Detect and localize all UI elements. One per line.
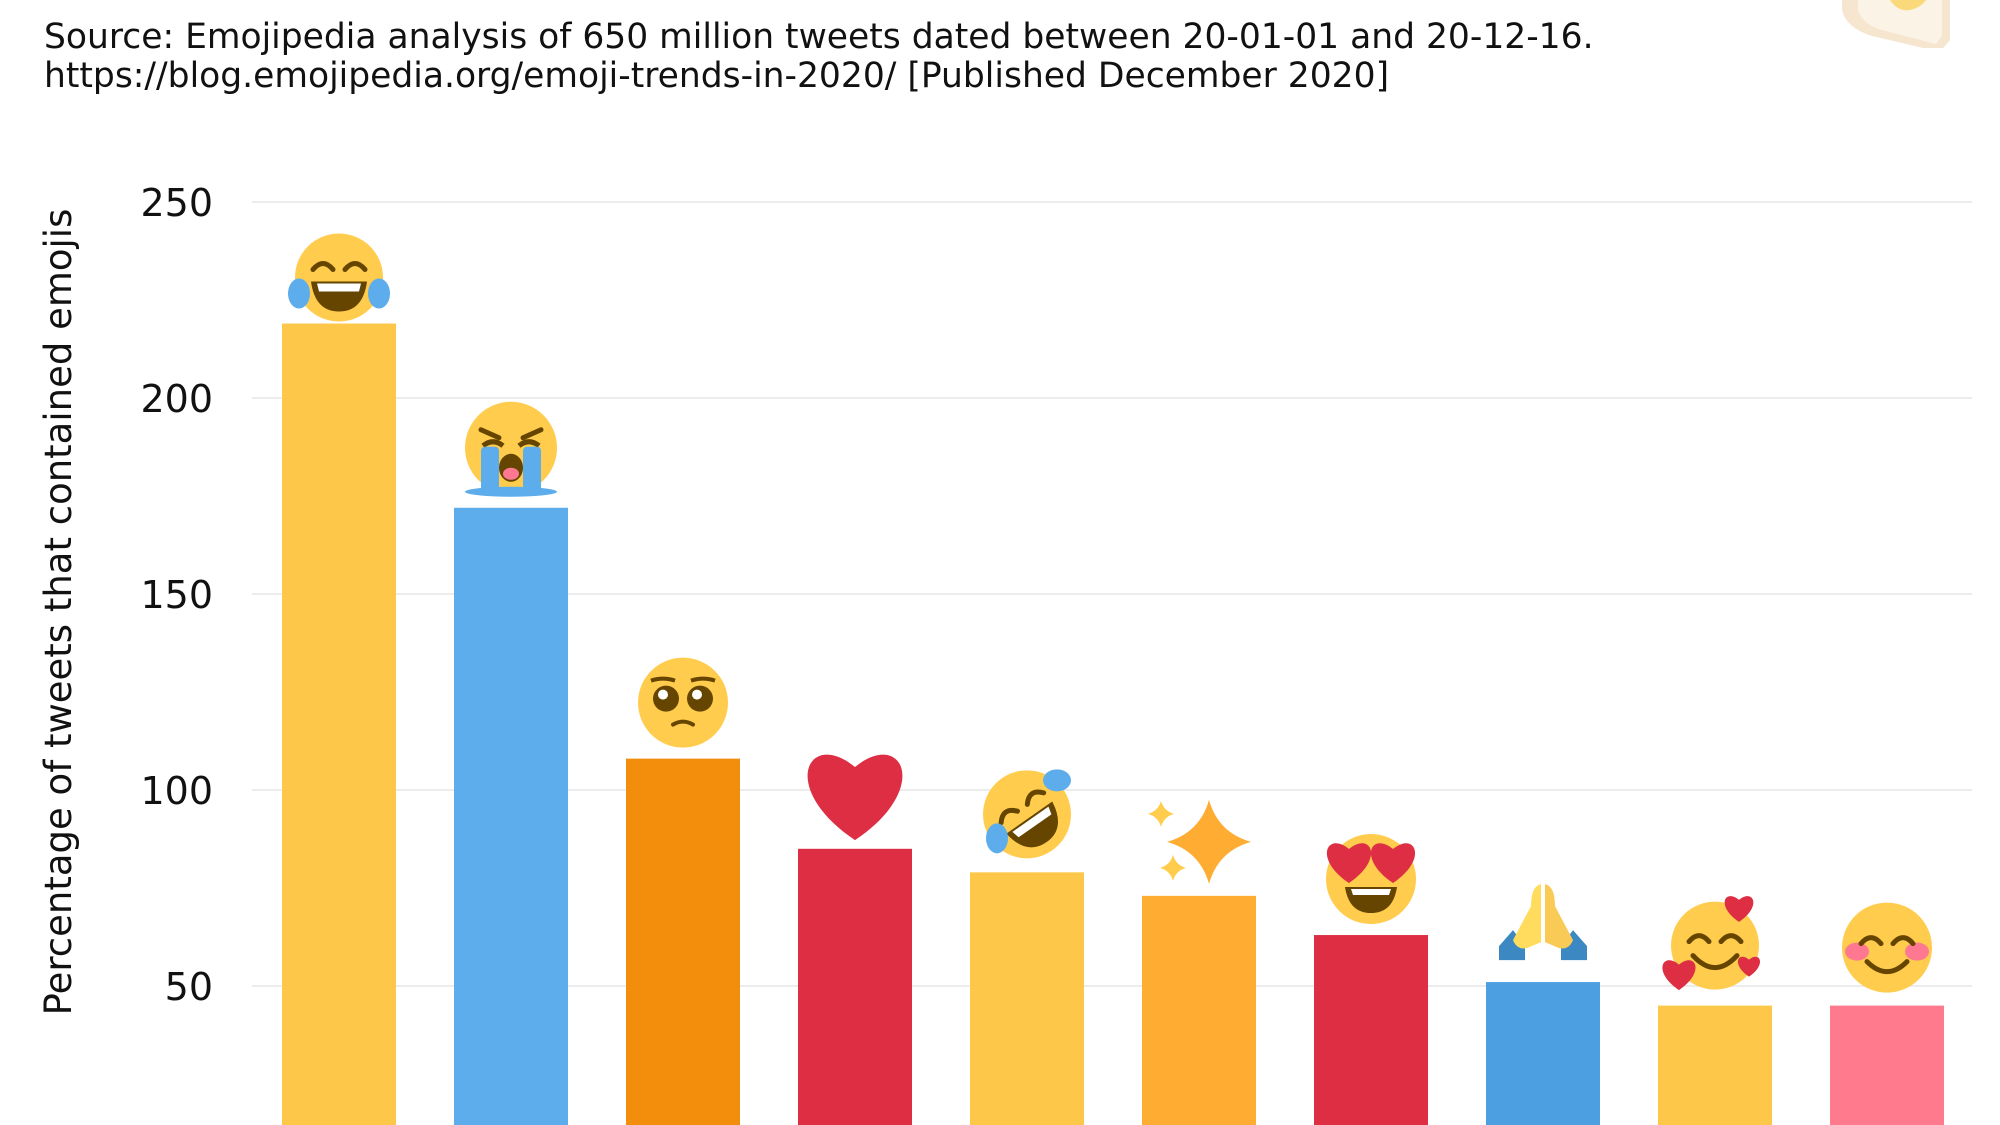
source-line-2: https://blog.emojipedia.org/emoji-trends… [44, 56, 1390, 96]
folded-hands-icon [1499, 884, 1587, 961]
smiling-face-with-smiling-eyes-icon [1842, 902, 1932, 993]
bar-3: pleading face: 108 [626, 758, 740, 1125]
y-tick-label: 200 [140, 377, 213, 421]
smiling-face-with-heart-eyes-icon [1326, 834, 1416, 925]
bar-5: rolling on the floor laughing: 79 [970, 872, 1084, 1125]
y-tick-label: 50 [165, 965, 213, 1009]
bar-2: loudly crying face: 172 [454, 507, 568, 1125]
bar-4: red heart: 85 [798, 848, 912, 1125]
source-note: Source: Emojipedia analysis of 650 milli… [44, 18, 1594, 96]
face-with-tears-of-joy-icon [288, 233, 390, 322]
bar-7: smiling face with heart-eyes: 63 [1314, 935, 1428, 1125]
sparkles-icon [1148, 799, 1251, 884]
y-tick-label: 100 [140, 769, 213, 813]
emojipedia-logo-icon [1842, 0, 1950, 48]
smiling-face-with-hearts-icon [1662, 896, 1761, 991]
y-tick-label: 250 [140, 181, 213, 225]
bar-1: face with tears of joy: 219 [282, 323, 396, 1125]
bar-9: smiling face with hearts: 45 [1658, 1005, 1772, 1125]
bar-6: sparkles: 73 [1142, 895, 1256, 1125]
pleading-face-icon [638, 657, 728, 748]
bar-10: smiling face with smiling eyes: 45 [1830, 1005, 1944, 1125]
loudly-crying-face-icon [465, 401, 557, 497]
source-line-1: Source: Emojipedia analysis of 650 milli… [44, 17, 1594, 57]
red-heart-icon [807, 754, 903, 841]
y-axis-label: Percentage of tweets that contained emoj… [37, 209, 80, 1016]
y-tick-label: 150 [140, 573, 213, 617]
bar-8: folded hands: 51 [1486, 982, 1600, 1125]
rolling-on-the-floor-laughing-icon [983, 769, 1071, 859]
